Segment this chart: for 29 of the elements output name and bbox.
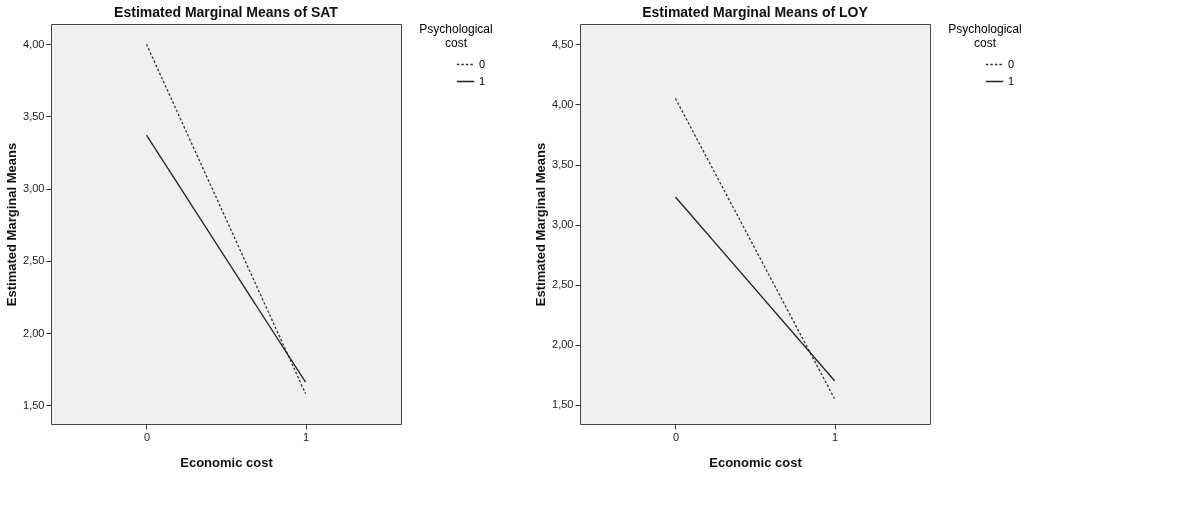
x-tick-label: 1	[302, 430, 310, 443]
y-axis-title: Estimated Marginal Means	[4, 142, 20, 307]
y-tick-label: 3,00	[552, 218, 574, 231]
x-tick-label: 0	[143, 430, 151, 443]
y-tick-label: 4,00	[23, 37, 45, 50]
legend-label: 1	[1008, 74, 1015, 87]
y-tick-label: 3,00	[23, 182, 45, 195]
chart-title: Estimated Marginal Means of SAT	[114, 4, 339, 20]
y-axis-title: Estimated Marginal Means	[533, 142, 549, 307]
y-tick-label: 2,50	[23, 254, 45, 267]
x-axis-title: Economic cost	[709, 454, 803, 470]
y-tick-label: 4,50	[552, 37, 574, 50]
x-tick-label: 0	[672, 430, 680, 443]
x-axis-title: Economic cost	[180, 454, 274, 470]
legend-title: Psychological cost	[948, 22, 1022, 50]
y-tick-label: 3,50	[23, 109, 45, 122]
legend-label: 1	[479, 74, 486, 87]
chart-title: Estimated Marginal Means of LOY	[642, 4, 869, 20]
legend-label: 0	[1008, 57, 1015, 70]
y-tick-label: 4,00	[552, 97, 574, 110]
x-tick-label: 1	[831, 430, 839, 443]
y-tick-label: 2,00	[552, 338, 574, 351]
legend-title: Psychological cost	[419, 22, 493, 50]
y-tick-label: 3,50	[552, 158, 574, 171]
y-tick-label: 1,50	[23, 398, 45, 411]
y-tick-label: 1,50	[552, 398, 574, 411]
y-tick-label: 2,00	[23, 326, 45, 339]
y-tick-label: 2,50	[552, 278, 574, 291]
legend-label: 0	[479, 57, 486, 70]
